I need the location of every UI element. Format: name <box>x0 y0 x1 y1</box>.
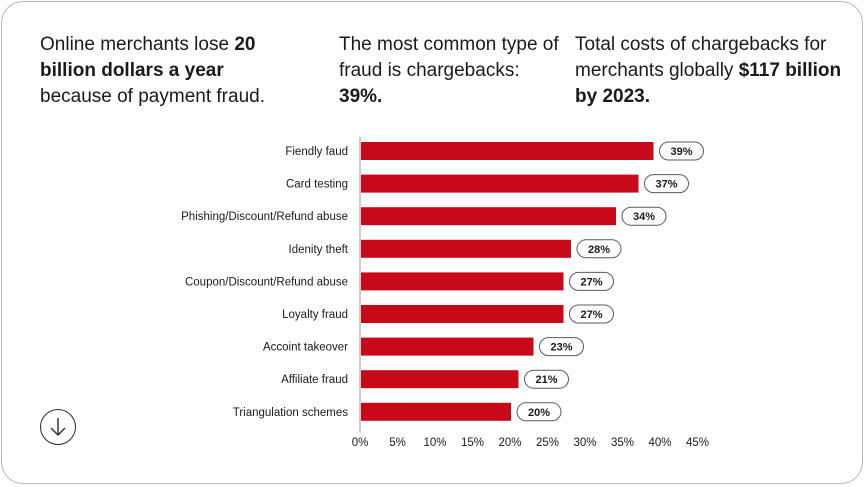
x-tick-label: 25% <box>536 437 559 449</box>
x-tick-label: 15% <box>461 437 484 449</box>
x-tick-label: 30% <box>573 437 596 449</box>
x-tick-label: 45% <box>686 437 709 449</box>
category-label: Triangulation schemes <box>233 407 349 419</box>
data-label: 34% <box>633 211 655 223</box>
bar <box>361 402 511 421</box>
bar <box>361 207 616 226</box>
data-label: 23% <box>550 342 572 354</box>
x-tick-label: 40% <box>648 437 671 449</box>
stat-text: The most common type of fraud is chargeb… <box>339 34 559 81</box>
category-label: Accoint takeover <box>263 342 348 354</box>
category-label: Coupon/Discount/Refund abuse <box>185 276 348 288</box>
bar <box>361 174 639 193</box>
value-badge <box>644 174 689 194</box>
category-label: Card testing <box>286 179 348 191</box>
stat-text: Online merchants lose <box>40 34 235 55</box>
bar <box>361 337 534 356</box>
bar <box>361 305 564 323</box>
value-badge <box>569 304 614 324</box>
x-tick-label: 5% <box>389 437 406 449</box>
arrow-down-icon <box>50 418 66 436</box>
category-label: Fiendly faud <box>285 146 348 158</box>
x-tick-label: 0% <box>352 437 369 449</box>
category-label: Affiliate fraud <box>281 374 348 386</box>
stat-highlight: 20 billion dollars a year <box>40 34 256 81</box>
scroll-down-button[interactable] <box>40 409 76 445</box>
category-label: Idenity theft <box>289 244 349 256</box>
value-badge <box>621 206 667 226</box>
stat-highlight: $117 billion by 2023. <box>575 60 842 107</box>
bar <box>361 272 564 291</box>
data-label: 20% <box>528 407 550 419</box>
category-label: Phishing/Discount/Refund abuse <box>181 211 348 223</box>
data-label: 21% <box>535 374 557 386</box>
bar <box>361 142 654 160</box>
data-label: 28% <box>588 244 610 256</box>
stat-text: Total costs of chargebacks for merchants… <box>575 34 827 81</box>
x-tick-label: 20% <box>498 437 521 449</box>
data-label: 37% <box>655 179 677 191</box>
x-tick-label: 35% <box>611 437 634 449</box>
stat-text: because of payment fraud. <box>40 86 265 107</box>
bar <box>361 370 519 389</box>
data-label: 39% <box>670 146 692 158</box>
value-badge <box>569 271 614 291</box>
value-badge <box>539 337 584 357</box>
data-label: 27% <box>580 276 602 288</box>
stat-merchant-losses: Online merchants lose 20 billion dollars… <box>40 32 300 110</box>
bar <box>361 239 571 258</box>
value-badge <box>659 141 704 161</box>
value-badge <box>516 402 562 422</box>
data-label: 27% <box>580 309 602 321</box>
x-tick-label: 10% <box>423 437 446 449</box>
category-label: Loyalty fraud <box>282 309 348 321</box>
stat-chargeback-costs: Total costs of chargebacks for merchants… <box>575 32 845 110</box>
stat-highlight: 39%. <box>339 86 383 107</box>
value-badge <box>576 239 622 259</box>
stat-common-fraud: The most common type of fraud is chargeb… <box>339 32 559 110</box>
value-badge <box>524 369 569 389</box>
